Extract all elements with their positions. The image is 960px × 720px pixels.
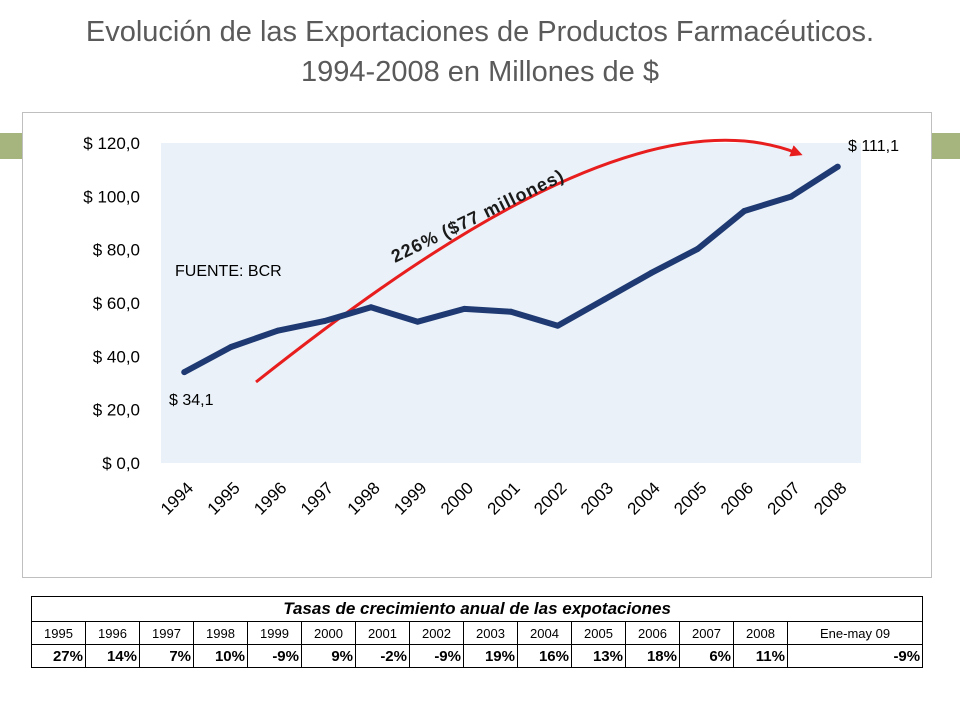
table-year-row: 1995 1996 1997 1998 1999 2000 2001 2002 2003 2004… <box>31 621 924 645</box>
table-title: Tasas de crecimiento anual de las expota… <box>30 596 924 622</box>
x-tick-label: 2004 <box>624 478 664 518</box>
table-value-cell: 18% <box>625 644 680 668</box>
data-point <box>228 344 234 350</box>
x-tick-label: 2005 <box>670 478 710 518</box>
table-year-cell: 2006 <box>625 621 680 645</box>
x-tick-label: 2006 <box>717 478 757 518</box>
table-year-cell: 1997 <box>139 621 194 645</box>
table-value-cell: 13% <box>571 644 626 668</box>
start-value-label: $ 34,1 <box>169 392 214 409</box>
y-tick-label: $ 120,0 <box>83 134 140 153</box>
y-tick-label: $ 60,0 <box>93 294 140 313</box>
data-point <box>554 322 561 329</box>
table-year-cell: 2008 <box>733 621 788 645</box>
table-value-cell: 19% <box>463 644 518 668</box>
y-tick-label: $ 80,0 <box>93 241 140 260</box>
table-value-cell: 9% <box>301 644 356 668</box>
table-year-cell: 1998 <box>193 621 248 645</box>
table-value-cell: 11% <box>733 644 788 668</box>
y-tick-label: $ 0,0 <box>102 454 140 473</box>
table-value-cell: 14% <box>85 644 140 668</box>
y-tick-label: $ 100,0 <box>83 187 140 206</box>
data-point <box>834 163 841 170</box>
growth-rates-table: Tasas de crecimiento anual de las expota… <box>30 596 924 668</box>
table-value-cell: -9% <box>409 644 464 668</box>
source-label: FUENTE: BCR <box>175 263 282 280</box>
x-tick-label: 1999 <box>390 478 430 518</box>
y-tick-label: $ 40,0 <box>93 347 140 366</box>
table-value-cell: 16% <box>517 644 572 668</box>
data-point <box>694 245 701 252</box>
line-chart: $ 0,0 $ 20,0 $ 40,0 $ 60,0 $ 80,0 $ 100,0 $ 12… <box>83 134 899 519</box>
x-tick-label: 2008 <box>810 478 850 518</box>
data-point <box>461 305 468 312</box>
table-year-cell: 2003 <box>463 621 518 645</box>
title-line-2: 1994-2008 en Millones de $ <box>301 56 659 88</box>
x-tick-label: 2001 <box>484 478 524 518</box>
slide-title: Evolución de las Exportaciones de Produc… <box>0 12 960 92</box>
table-year-cell: 1996 <box>85 621 140 645</box>
accent-bar-right <box>932 133 960 159</box>
x-tick-label: 1996 <box>250 478 290 518</box>
x-tick-label: 1997 <box>297 478 337 518</box>
accent-bar-left <box>0 133 24 159</box>
data-point <box>788 193 794 200</box>
table-value-cell: 10% <box>193 644 248 668</box>
table-year-cell: Ene-may 09 <box>786 621 924 645</box>
growth-arrow <box>255 138 803 384</box>
data-point <box>321 318 328 325</box>
data-point <box>648 270 654 277</box>
x-tick-label: 2003 <box>577 478 617 518</box>
x-tick-label: 1994 <box>157 478 197 518</box>
table-year-cell: 2002 <box>409 621 464 645</box>
data-point <box>368 304 374 311</box>
x-tick-label: 2002 <box>530 478 570 518</box>
x-tick-label: 2007 <box>764 478 804 518</box>
table-year-cell: 2001 <box>355 621 410 645</box>
x-tick-label: 1998 <box>344 478 384 518</box>
table-value-cell: -9% <box>786 644 924 668</box>
table-year-cell: 2005 <box>571 621 626 645</box>
title-line-1: Evolución de las Exportaciones de Produc… <box>85 16 875 48</box>
end-value-label: $ 111,1 <box>848 138 899 155</box>
y-tick-label: $ 20,0 <box>93 401 140 420</box>
table-year-cell: 2004 <box>517 621 572 645</box>
table-value-cell: 7% <box>139 644 194 668</box>
table-value-cell: -2% <box>355 644 410 668</box>
data-point <box>274 327 281 334</box>
data-point <box>508 308 514 315</box>
table-value-cell: 27% <box>31 644 86 668</box>
table-value-row: 27% 14% 7% 10% -9% 9% -2% -9% 19% 16% 13% 18% 6% 11% -… <box>31 644 924 668</box>
data-point <box>601 296 608 303</box>
table-year-cell: 1995 <box>31 621 86 645</box>
chart-frame: $ 0,0 $ 20,0 $ 40,0 $ 60,0 $ 80,0 $ 100,0 $ 12… <box>22 112 932 578</box>
x-tick-label: 1995 <box>204 478 244 518</box>
data-point <box>181 369 188 376</box>
table-year-cell: 2000 <box>301 621 356 645</box>
table-year-cell: 1999 <box>247 621 302 645</box>
plot-area <box>161 143 861 463</box>
data-point <box>741 208 748 214</box>
table-value-cell: 6% <box>679 644 734 668</box>
table-value-cell: -9% <box>247 644 302 668</box>
table-year-cell: 2007 <box>679 621 734 645</box>
x-tick-label: 2000 <box>437 478 477 518</box>
data-point <box>414 318 421 325</box>
